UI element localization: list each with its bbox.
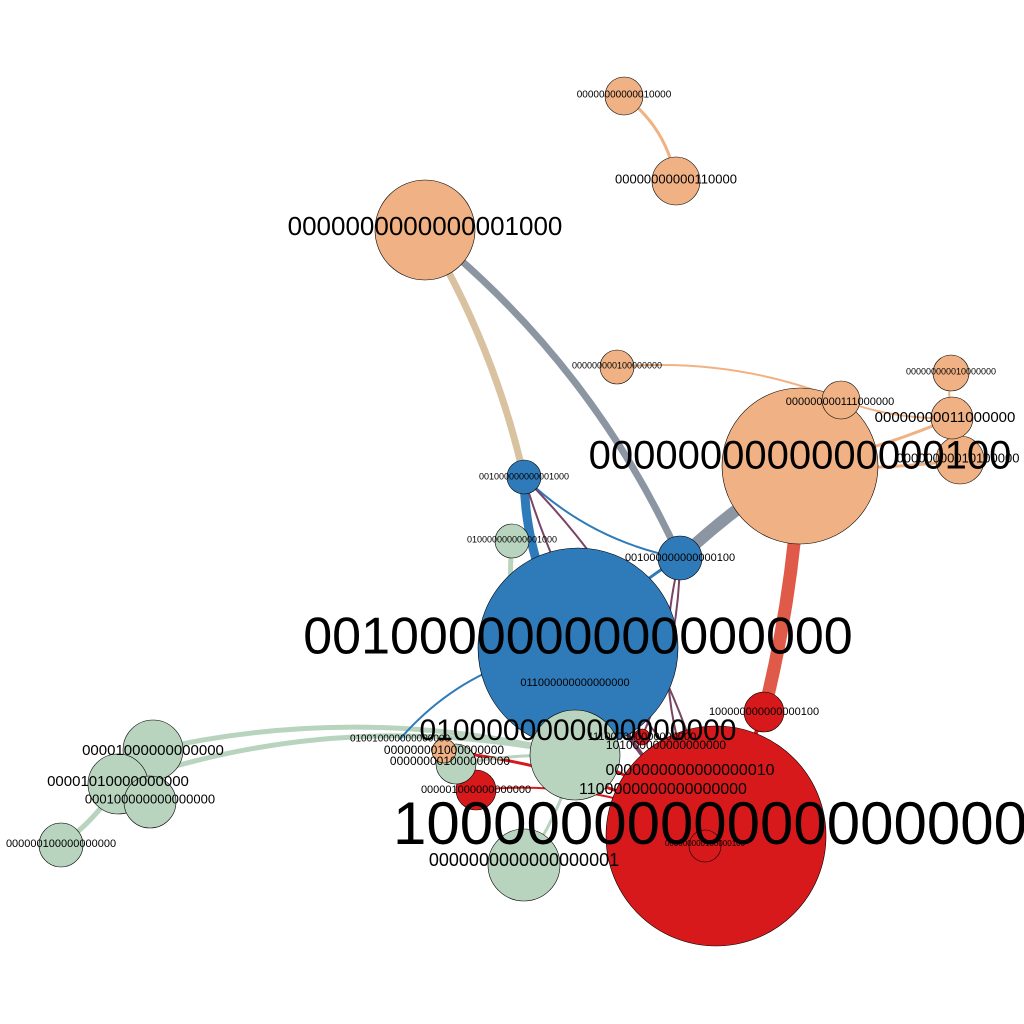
node-label-n4: 0000000000000001000 bbox=[288, 211, 563, 241]
node-label-n11: 000000000111000000 bbox=[786, 396, 895, 408]
edge-n4-n16 bbox=[421, 226, 684, 562]
node-label-n5: 0100000000000000000 bbox=[419, 714, 736, 747]
node-label-n3: 0000000000000000100 bbox=[589, 434, 1012, 478]
node-label-n15: 010000000000001000 bbox=[467, 534, 557, 544]
node-label-n2: 1000000000000000000 bbox=[393, 790, 1024, 857]
node-n15[interactable] bbox=[494, 523, 530, 559]
node-n26[interactable] bbox=[431, 738, 457, 764]
node-n7[interactable] bbox=[604, 76, 644, 116]
node-label-n12: 00000000011000000 bbox=[875, 409, 1016, 426]
node-n10[interactable] bbox=[932, 354, 970, 392]
node-n24[interactable] bbox=[688, 829, 722, 863]
node-label-n22: 111000000000000000 bbox=[588, 731, 697, 743]
node-n16[interactable] bbox=[657, 535, 703, 581]
node-label-n17: 011000000000000000 bbox=[520, 677, 629, 689]
node-label-n8: 00000000000110000 bbox=[615, 171, 737, 186]
graph-labels: 0010000000000000000100000000000000000000… bbox=[6, 90, 1024, 870]
node-n22[interactable] bbox=[633, 728, 651, 746]
node-label-n16: 001000000000000100 bbox=[625, 552, 735, 564]
node-label-n19: 0000000000000000010 bbox=[605, 762, 774, 779]
node-n31[interactable] bbox=[38, 822, 84, 868]
node-label-n24: 000000000100000100 bbox=[665, 839, 746, 848]
node-label-n18: 100000000000000100 bbox=[709, 706, 819, 718]
node-n9[interactable] bbox=[599, 349, 635, 385]
node-label-n21: 101000000000000000 bbox=[606, 738, 726, 752]
node-label-n28: 00001000000000000 bbox=[82, 742, 224, 759]
node-n5[interactable] bbox=[529, 709, 621, 801]
node-n18[interactable] bbox=[743, 691, 785, 733]
node-n30[interactable] bbox=[123, 775, 177, 829]
node-n6[interactable] bbox=[487, 828, 561, 902]
node-label-n9: 000000000100000000 bbox=[572, 360, 662, 370]
node-label-n1: 0010000000000000000 bbox=[303, 608, 852, 666]
node-label-n14: 001000000000001000 bbox=[479, 471, 569, 481]
node-n14[interactable] bbox=[506, 459, 542, 495]
node-label-n20: 1100000000000000000 bbox=[579, 781, 747, 798]
node-label-n7: 00000000000010000 bbox=[577, 90, 672, 101]
node-label-n30: 000100000000000000 bbox=[85, 791, 215, 806]
node-label-n10: 000000000010000000 bbox=[906, 366, 996, 376]
node-label-n25: 010010000000000000 bbox=[350, 734, 451, 745]
node-n4[interactable] bbox=[374, 179, 476, 281]
node-label-n6: 0000000000000000001 bbox=[429, 850, 619, 870]
node-label-n23: 000001000000000000 bbox=[421, 784, 531, 796]
node-n12[interactable] bbox=[930, 396, 974, 440]
node-label-n26: 000000001000000000 bbox=[384, 743, 504, 757]
node-label-n31: 000000100000000000 bbox=[6, 838, 116, 850]
node-n3[interactable] bbox=[721, 387, 879, 545]
node-label-n27: 000000001000000000 bbox=[390, 754, 510, 768]
node-n11[interactable] bbox=[821, 380, 861, 420]
node-label-n13: 00000000010100000 bbox=[897, 450, 1020, 465]
graph-nodes bbox=[38, 76, 985, 947]
edge-n29-n5 bbox=[115, 733, 578, 787]
node-label-n29: 00001010000000000 bbox=[47, 773, 189, 790]
node-n8[interactable] bbox=[651, 156, 701, 206]
